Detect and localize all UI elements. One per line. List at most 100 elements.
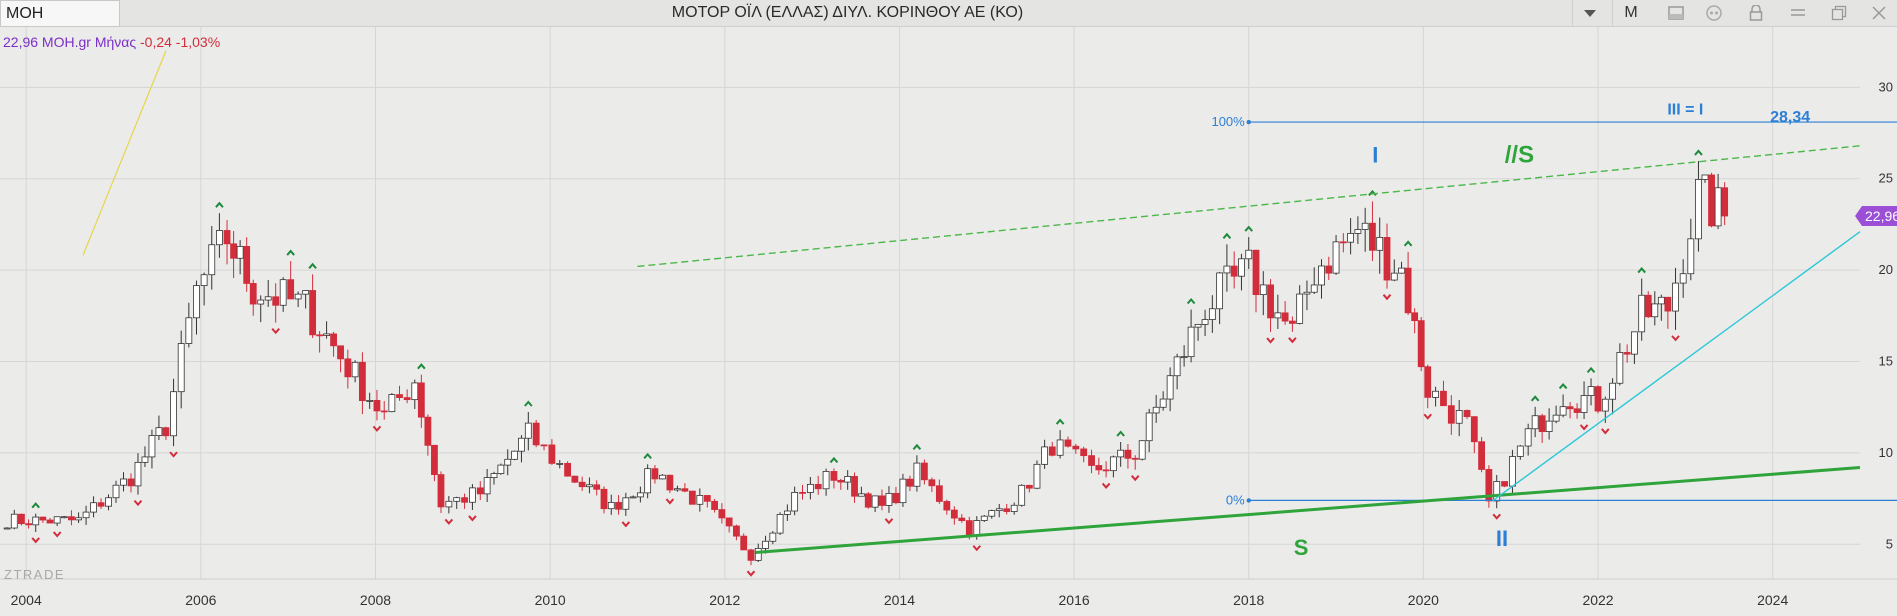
fractal-up-marker (1558, 382, 1568, 390)
candle-down (1417, 320, 1425, 368)
candle-down (1594, 386, 1602, 412)
candle-up (659, 474, 666, 480)
candle-down (740, 535, 748, 551)
candle-down (1369, 222, 1376, 251)
candle-down (1095, 465, 1103, 471)
candle-up (1651, 303, 1659, 318)
symbol-input[interactable]: MOH (0, 0, 120, 27)
tool-line (82, 50, 167, 256)
lock-icon[interactable] (1745, 0, 1767, 26)
candle-up (497, 464, 505, 474)
candle-up (120, 478, 127, 486)
candle-up (445, 500, 453, 508)
legend-change: -0,24 -1,03% (140, 34, 221, 50)
candle-down (1463, 410, 1471, 418)
fractal-up-marker (1637, 267, 1646, 274)
fractal-down-marker (1671, 335, 1680, 342)
candle-down (950, 509, 958, 519)
fractal-down-marker (444, 518, 454, 525)
fractal-down-marker (133, 499, 143, 507)
fractal-up-marker (286, 249, 295, 256)
fib-level-label: 0% (1226, 492, 1245, 507)
candle-up (791, 491, 799, 512)
candle-down (1025, 484, 1033, 489)
candle-down (615, 502, 622, 510)
candle-up (279, 279, 287, 306)
candle-up (696, 495, 704, 505)
candle-up (1145, 412, 1153, 442)
candle-up (185, 317, 193, 344)
candle-down (272, 296, 280, 306)
support-line (755, 466, 1861, 554)
candle-up (294, 293, 302, 300)
x-tick-label: 2004 (11, 592, 42, 608)
candle-down (1644, 294, 1652, 318)
fractal-down-marker (31, 537, 40, 544)
candle-up (1545, 420, 1553, 432)
candle-up (1187, 326, 1195, 358)
candle-down (1281, 312, 1289, 322)
candle-up (1616, 352, 1624, 384)
fractal-up-marker (308, 262, 317, 269)
x-tick-label: 2016 (1059, 592, 1090, 608)
candle-up (844, 476, 852, 483)
candle-up (1274, 312, 1282, 319)
chevron-down-icon[interactable] (1575, 0, 1605, 26)
fractal-up-marker (1055, 418, 1065, 425)
candle-down (403, 397, 411, 401)
candle-up (32, 516, 40, 526)
candle-up (1509, 456, 1516, 487)
candle-down (127, 478, 135, 487)
candle-down (330, 333, 337, 347)
candle-up (1559, 406, 1567, 416)
candle-up (1208, 308, 1216, 320)
restore-icon[interactable] (1828, 0, 1850, 26)
candle-down (943, 501, 951, 511)
candle-up (1524, 428, 1532, 447)
candle-down (1470, 416, 1478, 443)
candle-down (1131, 457, 1139, 460)
fractal-up-marker (1116, 430, 1125, 437)
window-icon[interactable] (1665, 0, 1687, 26)
price-chart[interactable]: 2004 2006 2008 2010 2012 2014 2016 2018 2020 2022… (0, 27, 1897, 616)
quote-icon[interactable] (1703, 0, 1725, 26)
y-tick-label: 15 (1879, 353, 1893, 368)
candle-down (97, 502, 105, 507)
candle-up (1166, 375, 1174, 400)
candle-up (644, 468, 652, 494)
candle-down (337, 345, 344, 360)
candle-up (1631, 331, 1638, 355)
chart-annotation: I (1372, 142, 1378, 167)
candle-down (718, 509, 726, 519)
candle-down (1478, 441, 1485, 470)
candle-up (208, 244, 216, 276)
fractal-down-marker (372, 425, 382, 432)
candle-down (540, 444, 548, 447)
candle-down (476, 487, 484, 495)
candle-up (1223, 265, 1231, 274)
candle-down (46, 519, 54, 524)
period-button[interactable]: M (1624, 4, 1638, 21)
candle-up (973, 520, 981, 537)
candle-down (830, 471, 838, 481)
candle-up (90, 502, 97, 513)
candle-down (1124, 449, 1132, 459)
close-icon[interactable] (1868, 0, 1890, 26)
candle-up (1238, 258, 1245, 277)
minimize-icon[interactable] (1787, 0, 1809, 26)
candle-up (483, 477, 491, 495)
fractal-down-marker (169, 451, 178, 458)
candle-down (373, 400, 381, 412)
candle-down (1383, 237, 1391, 281)
candle-down (733, 525, 740, 537)
candle-down (814, 483, 822, 490)
chart-annotation: 28,34 (1770, 109, 1810, 126)
candle-up (1041, 446, 1049, 465)
candle-up (1180, 356, 1188, 359)
candle-up (1587, 386, 1595, 396)
candle-up (1159, 398, 1167, 408)
fractal-down-marker (1579, 424, 1589, 431)
candle-up (388, 394, 396, 413)
candle-up (453, 497, 461, 502)
candle-up (53, 516, 61, 524)
